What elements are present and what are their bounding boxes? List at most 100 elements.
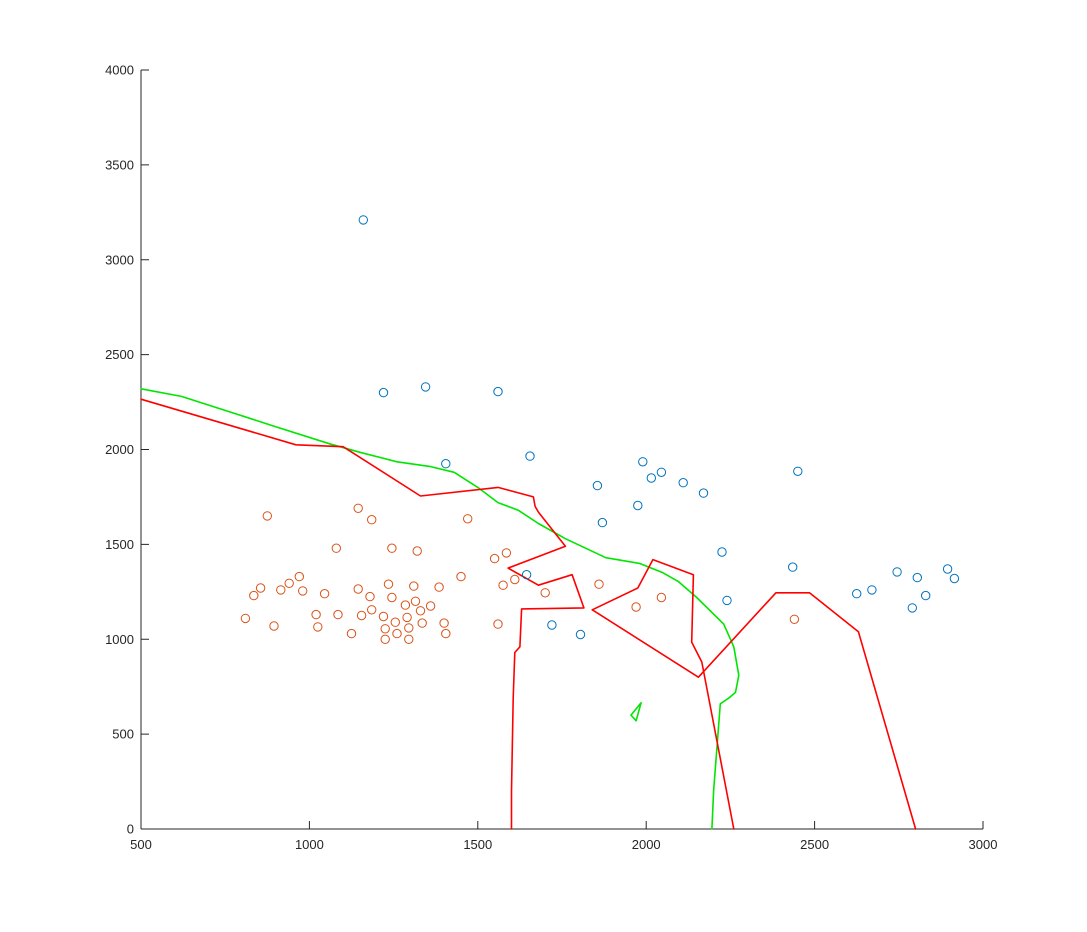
data-point-class-b — [353, 584, 363, 594]
data-point-class-b — [311, 609, 321, 620]
data-point-class-b — [353, 503, 363, 513]
data-point-class-b — [439, 618, 449, 628]
data-point-class-b — [412, 546, 422, 556]
data-point-class-a — [378, 387, 389, 398]
data-point-class-b — [356, 610, 367, 621]
y-tick-label: 500 — [112, 727, 134, 742]
data-point-class-b — [392, 628, 402, 639]
data-point-class-b — [276, 585, 286, 595]
data-point-class-b — [400, 600, 411, 610]
data-point-class-a — [698, 488, 709, 498]
data-point-class-b — [540, 588, 550, 598]
data-point-class-b — [262, 511, 272, 521]
data-point-class-a — [907, 603, 917, 613]
data-points — [240, 215, 960, 644]
data-point-class-b — [434, 582, 444, 592]
boundary-line-boundary-red — [591, 592, 917, 830]
y-tick-label: 0 — [127, 822, 134, 837]
data-point-class-b — [331, 543, 341, 553]
data-point-class-b — [510, 574, 520, 585]
x-tick-label: 500 — [130, 837, 152, 852]
data-point-class-b — [380, 634, 390, 644]
data-point-class-a — [358, 215, 368, 225]
data-point-class-b — [319, 589, 330, 599]
data-point-class-b — [404, 623, 414, 633]
y-tick-label: 1000 — [105, 632, 134, 647]
data-point-class-b — [269, 621, 279, 631]
data-point-class-b — [367, 605, 377, 615]
data-point-class-a — [547, 620, 557, 630]
data-point-class-a — [633, 500, 643, 511]
data-point-class-a — [420, 382, 431, 392]
data-point-class-b — [441, 628, 451, 639]
data-point-class-a — [575, 629, 586, 640]
data-point-class-b — [387, 592, 397, 603]
data-point-class-b — [456, 571, 466, 582]
data-point-class-b — [489, 553, 500, 564]
y-tick-label: 3000 — [105, 252, 134, 267]
data-point-class-b — [789, 614, 800, 624]
data-point-class-b — [294, 571, 304, 582]
data-point-class-b — [402, 612, 412, 623]
data-point-class-b — [249, 590, 259, 601]
data-point-class-a — [921, 590, 931, 601]
data-point-class-a — [867, 585, 877, 595]
data-point-class-b — [594, 579, 604, 589]
data-point-class-a — [646, 473, 656, 483]
data-point-class-b — [298, 586, 308, 596]
data-point-class-b — [410, 596, 421, 606]
y-tick-label: 3500 — [105, 157, 134, 172]
data-point-class-a — [597, 517, 608, 528]
data-point-class-a — [525, 451, 535, 461]
data-point-class-a — [892, 567, 902, 577]
data-point-class-a — [521, 570, 532, 580]
data-point-class-a — [592, 480, 603, 491]
data-point-class-b — [333, 609, 343, 620]
data-point-class-b — [498, 580, 508, 590]
data-point-class-b — [284, 578, 294, 588]
data-point-class-a — [656, 467, 667, 477]
y-tick-label: 4000 — [105, 63, 134, 78]
data-point-class-b — [463, 514, 473, 524]
data-point-class-b — [404, 634, 414, 644]
x-ticks: 500 1000 1500 2000 2500 3000 — [130, 821, 997, 852]
x-tick-label: 2500 — [800, 837, 829, 852]
data-point-class-b — [240, 613, 251, 624]
boundary-lines — [140, 388, 917, 830]
data-point-class-a — [493, 386, 503, 397]
data-point-class-a — [717, 547, 727, 557]
boundary-line-boundary-green — [630, 702, 642, 722]
data-point-class-a — [912, 572, 922, 583]
data-point-class-b — [367, 515, 377, 525]
data-point-class-b — [255, 583, 266, 593]
data-point-class-a — [788, 562, 798, 572]
x-tick-label: 1500 — [463, 837, 492, 852]
x-tick-label: 3000 — [969, 837, 998, 852]
data-point-class-b — [387, 543, 397, 553]
y-ticks: 0 500 1000 1500 2000 2500 3000 3500 4000 — [105, 63, 149, 837]
data-point-class-b — [346, 628, 357, 639]
data-point-class-b — [493, 619, 503, 629]
data-point-class-a — [441, 459, 451, 469]
data-point-class-b — [656, 592, 667, 603]
data-point-class-a — [678, 478, 688, 488]
x-tick-label: 1000 — [295, 837, 324, 852]
y-tick-label: 2500 — [105, 347, 134, 362]
data-point-class-b — [501, 548, 512, 558]
data-point-class-a — [638, 457, 648, 467]
data-point-class-b — [378, 611, 389, 622]
data-point-class-a — [942, 564, 953, 574]
data-point-class-b — [409, 581, 419, 591]
boundary-line-boundary-red — [140, 398, 585, 830]
x-tick-label: 2000 — [632, 837, 661, 852]
data-point-class-b — [380, 624, 390, 634]
data-point-class-b — [415, 606, 426, 616]
data-point-class-b — [383, 579, 394, 589]
data-point-class-b — [417, 618, 427, 628]
data-point-class-b — [631, 602, 641, 612]
data-point-class-b — [425, 601, 436, 611]
data-point-class-a — [852, 589, 862, 599]
data-point-class-a — [949, 573, 960, 584]
data-point-class-a — [722, 595, 732, 606]
